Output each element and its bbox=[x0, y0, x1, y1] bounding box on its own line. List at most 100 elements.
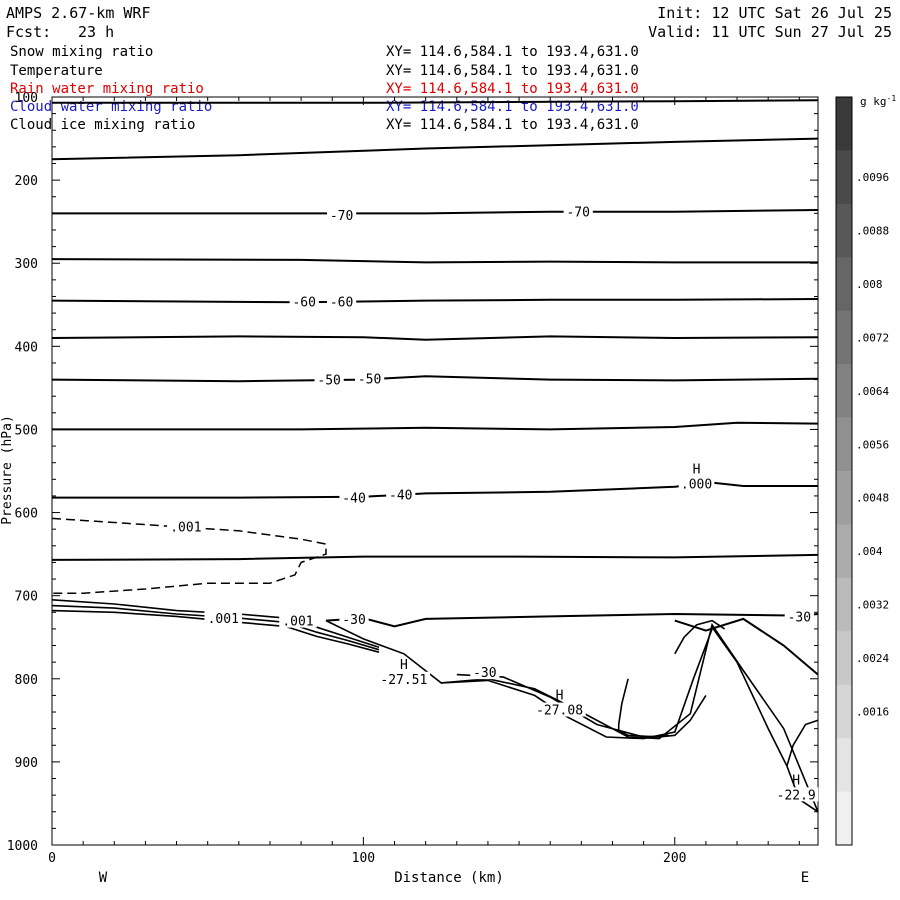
x-axis: 0 100 200 bbox=[48, 97, 800, 866]
isotherm-label: -60 bbox=[330, 295, 353, 310]
isotherm-label-bg bbox=[355, 370, 385, 386]
field-range: XY= 114.6,584.1 to 193.4,631.0 bbox=[386, 44, 639, 60]
colorbar-swatch bbox=[836, 364, 852, 419]
isotherm-label: -30 bbox=[473, 666, 496, 681]
terrain-line bbox=[786, 719, 819, 767]
isotherm-label: -70 bbox=[566, 206, 589, 221]
high-value: .000 bbox=[681, 477, 712, 492]
colorbar-tick-label: .0088 bbox=[856, 225, 889, 238]
snow-contours bbox=[51, 517, 327, 594]
x-axis-title: Distance (km) bbox=[394, 870, 504, 886]
high-value: -27.08 bbox=[536, 704, 583, 719]
isotherm-label-bg bbox=[386, 486, 416, 502]
colorbar-tick-label: .0064 bbox=[856, 385, 889, 398]
snow-contour-line bbox=[51, 517, 327, 594]
isotherm-line bbox=[52, 99, 819, 104]
isotherm-label: -70 bbox=[330, 209, 353, 224]
isotherm-line bbox=[51, 553, 819, 561]
y-tick-label: 300 bbox=[15, 257, 38, 272]
field-range: XY= 114.6,584.1 to 193.4,631.0 bbox=[386, 117, 639, 133]
high-marker: H bbox=[556, 689, 564, 704]
colorbar-swatch bbox=[836, 471, 852, 525]
snow-label: .001 bbox=[170, 521, 201, 536]
field-name: Snow mixing ratio bbox=[10, 44, 154, 60]
colorbar-tick-label: .004 bbox=[856, 545, 883, 558]
snow-label-bg bbox=[279, 612, 317, 628]
isotherm-label-bg bbox=[339, 610, 369, 626]
colorbar-unit: g kg-1 bbox=[860, 94, 896, 108]
isotherm-label-bg bbox=[326, 207, 357, 223]
isotherm-line bbox=[52, 421, 819, 431]
isotherm-line bbox=[51, 258, 818, 264]
x-tick-label: 200 bbox=[663, 851, 686, 866]
isotherm-label: -30 bbox=[788, 610, 811, 625]
isotherm-label-bg bbox=[289, 293, 319, 309]
field-range: XY= 114.6,584.1 to 193.4,631.0 bbox=[386, 81, 639, 97]
isotherm-label: -40 bbox=[342, 492, 365, 507]
field-name: Cloud ice mixing ratio bbox=[10, 117, 196, 133]
init-time: Init: 12 UTC Sat 26 Jul 25 bbox=[657, 4, 892, 22]
y-tick-label: 600 bbox=[15, 507, 38, 522]
snow-label-bg bbox=[167, 518, 205, 534]
snow-label: .001 bbox=[208, 612, 239, 627]
colorbar-swatch bbox=[836, 738, 852, 793]
snow-label-bg bbox=[204, 610, 243, 626]
isotherm-label: -60 bbox=[292, 295, 315, 310]
colorbar-tick-label: .0032 bbox=[856, 599, 889, 612]
colorbar-tick-label: .0056 bbox=[856, 438, 889, 451]
plot-frame bbox=[51, 96, 819, 846]
x-tick-label: 100 bbox=[352, 851, 375, 866]
terrain-line bbox=[674, 619, 726, 655]
colorbar-tick-label: .008 bbox=[856, 278, 883, 291]
forecast-value: 23 h bbox=[78, 23, 115, 41]
forecast-label: Fcst: bbox=[6, 23, 52, 41]
colorbar-tick-label: .0016 bbox=[856, 705, 889, 718]
high-value-bg bbox=[377, 671, 431, 686]
colorbar-swatch bbox=[836, 417, 852, 472]
isotherm-line bbox=[52, 209, 819, 215]
high-value-bg bbox=[774, 787, 819, 802]
isotherm-label-bg bbox=[326, 293, 357, 309]
colorbar-tick-label: .0096 bbox=[856, 171, 889, 184]
y-axis-title: Pressure (hPa) bbox=[0, 415, 15, 525]
isotherm-line bbox=[51, 137, 819, 161]
isotherm-label-bg bbox=[339, 489, 369, 505]
y-axis: 100 200 300 400 500 600 700 800 900 1000 bbox=[7, 91, 818, 854]
high-value-bg bbox=[678, 476, 715, 491]
isotherm-label: -50 bbox=[317, 374, 340, 389]
isotherm-line bbox=[51, 335, 819, 341]
y-tick-label: 200 bbox=[15, 174, 38, 189]
isotherm-label-bg bbox=[470, 664, 500, 680]
y-tick-label: 700 bbox=[15, 590, 38, 605]
high-value: -27.51 bbox=[380, 673, 427, 688]
isotherm-line bbox=[51, 375, 819, 383]
y-tick-label: 400 bbox=[15, 340, 38, 355]
terrain-line bbox=[51, 604, 380, 651]
isotherm-label-bg bbox=[784, 608, 814, 624]
valid-time: Valid: 11 UTC Sun 27 Jul 25 bbox=[648, 23, 892, 41]
colorbar-tick-label: .0072 bbox=[856, 331, 889, 344]
isotherm-label-bg bbox=[563, 203, 593, 219]
colorbar-swatch bbox=[836, 97, 852, 151]
y-tick-label: 500 bbox=[15, 423, 38, 438]
snow-label: .001 bbox=[282, 615, 313, 630]
y-tick-label: 900 bbox=[15, 756, 38, 771]
colorbar-swatch bbox=[836, 150, 852, 205]
high-marker: H bbox=[400, 658, 408, 673]
field-name: Rain water mixing ratio bbox=[10, 81, 204, 97]
colorbar-swatch bbox=[836, 791, 852, 846]
isotherm-label: -40 bbox=[389, 488, 412, 503]
y-tick-label: 1000 bbox=[7, 839, 38, 854]
model-title: AMPS 2.67-km WRF bbox=[6, 4, 151, 22]
x-end-label-west: W bbox=[99, 870, 108, 886]
contour-labels: -70 -70 -60 -60 -50 -50 -40 -40 -30 -30 -30 .001 .00… bbox=[167, 203, 814, 681]
isotherm-line bbox=[51, 298, 819, 304]
colorbar-swatch bbox=[836, 310, 852, 365]
colorbar-swatch bbox=[836, 684, 852, 739]
colorbar-tick-label: .0048 bbox=[856, 492, 889, 505]
high-value-bg bbox=[533, 702, 586, 717]
y-tick-label: 100 bbox=[15, 91, 38, 106]
high-marker: H bbox=[693, 462, 701, 477]
terrain-line bbox=[441, 628, 713, 740]
